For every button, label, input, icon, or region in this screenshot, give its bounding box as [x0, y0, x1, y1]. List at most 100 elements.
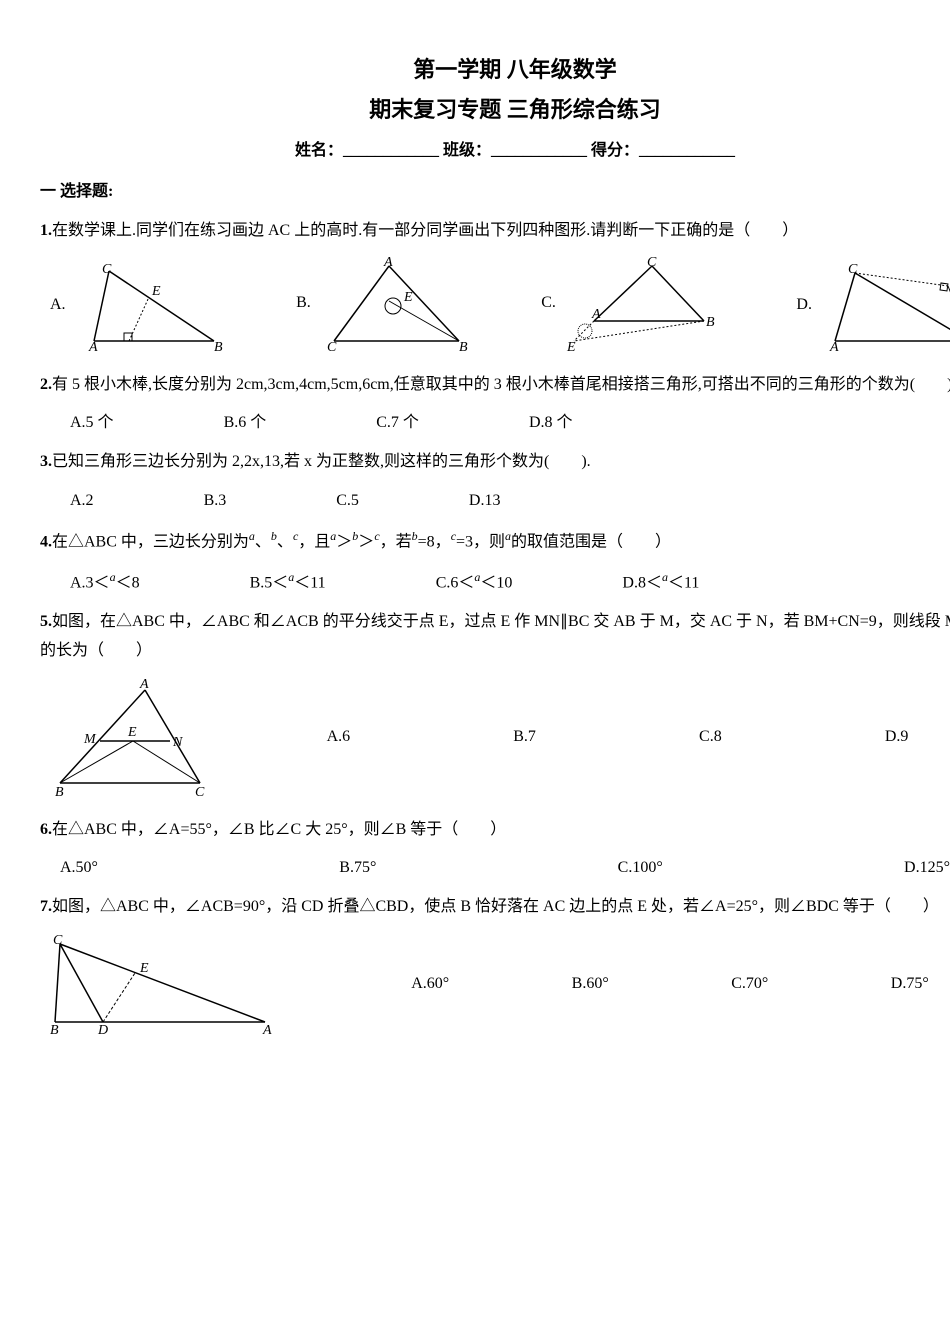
q4-mid8: =3，则: [456, 533, 505, 550]
q1-optB-label: B.: [296, 289, 311, 318]
q1-figure-a: A B C E: [74, 261, 224, 351]
page-subtitle: 期末复习专题 三角形综合练习: [40, 90, 950, 130]
q4-optD: D.8＜a＜11: [622, 567, 699, 598]
q4-mid5: ＞: [358, 533, 374, 550]
svg-text:C: C: [53, 933, 63, 948]
svg-text:A: A: [829, 340, 839, 351]
q1-figure-d: A B C E: [820, 261, 950, 351]
q6-optB: B.75°: [339, 854, 376, 883]
q3-options: A.2 B.3 C.5 D.13: [40, 487, 950, 516]
svg-text:E: E: [403, 290, 413, 305]
q1-option-a: A. A B C E: [50, 261, 224, 351]
class-label: 班级：: [443, 142, 491, 159]
q4-mid2: 、: [277, 533, 293, 550]
svg-text:E: E: [127, 725, 137, 740]
q7-optA: A.60°: [411, 970, 449, 999]
q4-mid6: ，若: [380, 533, 412, 550]
q1-option-d: D. A B C E: [796, 261, 950, 351]
q2-options: A.5 个 B.6 个 C.7 个 D.8 个: [40, 409, 950, 438]
q3-optC: C.5: [336, 487, 359, 516]
q5-figure-row: A B C M N E A.6 B.7 C.8 D.9: [40, 678, 950, 798]
q6-text: 在△ABC 中，∠A=55°，∠B 比∠C 大 25°，则∠B 等于（ ）: [52, 821, 506, 838]
q4-post: 的取值范围是（ ）: [511, 533, 671, 550]
q7-figure-row: B A C D E A.60° B.60° C.70° D.75°: [40, 932, 950, 1037]
q4-mid4: ＞: [336, 533, 352, 550]
q1-option-c: C. A B C E: [541, 256, 724, 351]
q2-optC: C.7 个: [376, 409, 419, 438]
q1-figure-c: A B C E: [564, 256, 724, 351]
q5-optB: B.7: [513, 723, 536, 752]
svg-text:B: B: [706, 315, 715, 330]
svg-text:M: M: [83, 732, 97, 747]
q7-optC: C.70°: [731, 970, 768, 999]
svg-text:B: B: [214, 340, 223, 351]
q4-mid1: 、: [255, 533, 271, 550]
q6-optA: A.50°: [60, 854, 98, 883]
q2-optD: D.8 个: [529, 409, 573, 438]
svg-text:C: C: [102, 262, 112, 277]
q6-options: A.50° B.75° C.100° D.125°: [40, 854, 950, 883]
q5-text: 如图，在△ABC 中，∠ABC 和∠ACB 的平分线交于点 E，过点 E 作 M…: [40, 613, 950, 659]
svg-text:E: E: [139, 961, 149, 976]
q1-optA-label: A.: [50, 291, 66, 320]
q1-optD-label: D.: [796, 291, 812, 320]
q5-num: 5.: [40, 613, 52, 630]
question-7: 7.如图，△ABC 中，∠ACB=90°，沿 CD 折叠△CBD，使点 B 恰好…: [40, 893, 950, 922]
q5-figure: A B C M N E: [40, 678, 215, 798]
q6-num: 6.: [40, 821, 52, 838]
q3-optA: A.2: [70, 487, 94, 516]
q2-optA: A.5 个: [70, 409, 114, 438]
q7-options: A.60° B.60° C.70° D.75°: [280, 970, 950, 999]
section-heading: 一 选择题:: [40, 178, 950, 207]
question-1: 1.在数学课上.同学们在练习画边 AC 上的高时.有一部分同学画出下列四种图形.…: [40, 217, 950, 246]
svg-text:E: E: [566, 340, 576, 351]
q4-mid3: ，且: [298, 533, 330, 550]
q1-figure-b: A B C E: [319, 256, 469, 351]
q4-optC: C.6＜a＜10: [436, 567, 513, 598]
q5-optD: D.9: [885, 723, 909, 752]
svg-text:C: C: [647, 256, 657, 270]
question-3: 3.已知三角形三边长分别为 2,2x,13,若 x 为正整数,则这样的三角形个数…: [40, 448, 950, 477]
q7-text: 如图，△ABC 中，∠ACB=90°，沿 CD 折叠△CBD，使点 B 恰好落在…: [52, 898, 939, 915]
q4-options: A.3＜a＜8 B.5＜a＜11 C.6＜a＜10 D.8＜a＜11: [40, 567, 950, 598]
fill-in-line: 姓名：____________ 班级：____________ 得分：_____…: [40, 137, 950, 166]
question-5: 5.如图，在△ABC 中，∠ABC 和∠ACB 的平分线交于点 E，过点 E 作…: [40, 608, 950, 666]
q7-optB: B.60°: [572, 970, 609, 999]
q3-text: 已知三角形三边长分别为 2,2x,13,若 x 为正整数,则这样的三角形个数为(…: [52, 453, 591, 470]
svg-text:C: C: [195, 785, 205, 798]
q5-options: A.6 B.7 C.8 D.9: [215, 723, 950, 752]
q3-num: 3.: [40, 453, 52, 470]
q1-num: 1.: [40, 222, 52, 239]
q4-pre: 在△ABC 中，三边长分别为: [52, 533, 249, 550]
svg-text:D: D: [97, 1023, 108, 1037]
q6-optC: C.100°: [618, 854, 663, 883]
q5-optA: A.6: [327, 723, 351, 752]
svg-text:C: C: [848, 262, 858, 277]
svg-text:B: B: [459, 340, 468, 351]
name-label: 姓名：: [295, 142, 343, 159]
q4-mid7: =8，: [418, 533, 451, 550]
score-label: 得分：: [591, 142, 639, 159]
q3-optB: B.3: [204, 487, 227, 516]
svg-text:A: A: [262, 1023, 272, 1037]
q2-num: 2.: [40, 376, 52, 393]
svg-text:A: A: [88, 340, 98, 351]
question-6: 6.在△ABC 中，∠A=55°，∠B 比∠C 大 25°，则∠B 等于（ ）: [40, 816, 950, 845]
q2-optB: B.6 个: [224, 409, 267, 438]
question-4: 4.在△ABC 中，三边长分别为a、b、c，且a＞b＞c，若b=8，c=3，则a…: [40, 526, 950, 557]
q1-figure-options: A. A B C E B. A B C E C.: [40, 256, 950, 351]
svg-text:B: B: [55, 785, 64, 798]
q4-optB: B.5＜a＜11: [250, 567, 326, 598]
q1-optC-label: C.: [541, 289, 556, 318]
page-title: 第一学期 八年级数学: [40, 50, 950, 90]
svg-text:A: A: [383, 256, 393, 270]
q7-figure: B A C D E: [40, 932, 280, 1037]
svg-text:C: C: [327, 340, 337, 351]
q2-text: 有 5 根小木棒,长度分别为 2cm,3cm,4cm,5cm,6cm,任意取其中…: [52, 376, 950, 393]
q6-optD: D.125°: [904, 854, 950, 883]
question-2: 2.有 5 根小木棒,长度分别为 2cm,3cm,4cm,5cm,6cm,任意取…: [40, 371, 950, 400]
svg-text:A: A: [139, 678, 149, 692]
q1-option-b: B. A B C E: [296, 256, 469, 351]
svg-text:B: B: [50, 1023, 59, 1037]
q7-num: 7.: [40, 898, 52, 915]
